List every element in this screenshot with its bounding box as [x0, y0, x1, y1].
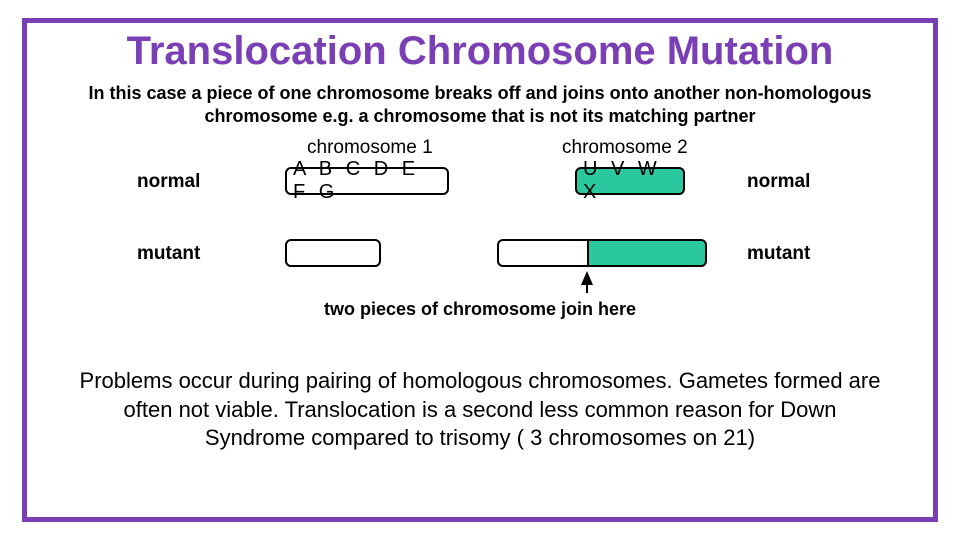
chrom2-genes: U V W X: [583, 158, 677, 204]
chromosome-1-mutant: [285, 239, 381, 267]
mutant-label-right: mutant: [747, 243, 810, 265]
chrom2-label: chromosome 2: [562, 137, 688, 159]
normal-label-left: normal: [137, 171, 200, 193]
chrom1-genes: A B C D E F G: [293, 158, 441, 204]
normal-label-right: normal: [747, 171, 810, 193]
join-caption: two pieces of chromosome join here: [27, 299, 933, 320]
slide-frame: Translocation Chromosome Mutation In thi…: [22, 18, 938, 522]
chrom1-label: chromosome 1: [307, 137, 433, 159]
translocated-segment-from-chrom1: [497, 239, 587, 267]
intro-text: In this case a piece of one chromosome b…: [57, 82, 903, 127]
chromosome-2-normal: U V W X: [575, 167, 685, 195]
join-arrow-icon: [581, 271, 593, 285]
chrom2-original-segment: [587, 239, 707, 267]
mutant-label-left: mutant: [137, 243, 200, 265]
chromosome-2-mutant: [497, 239, 707, 267]
slide-title: Translocation Chromosome Mutation: [27, 29, 933, 74]
chromosome-diagram: chromosome 1 chromosome 2 normal normal …: [27, 127, 933, 357]
footer-text: Problems occur during pairing of homolog…: [77, 367, 883, 453]
chromosome-1-normal: A B C D E F G: [285, 167, 449, 195]
